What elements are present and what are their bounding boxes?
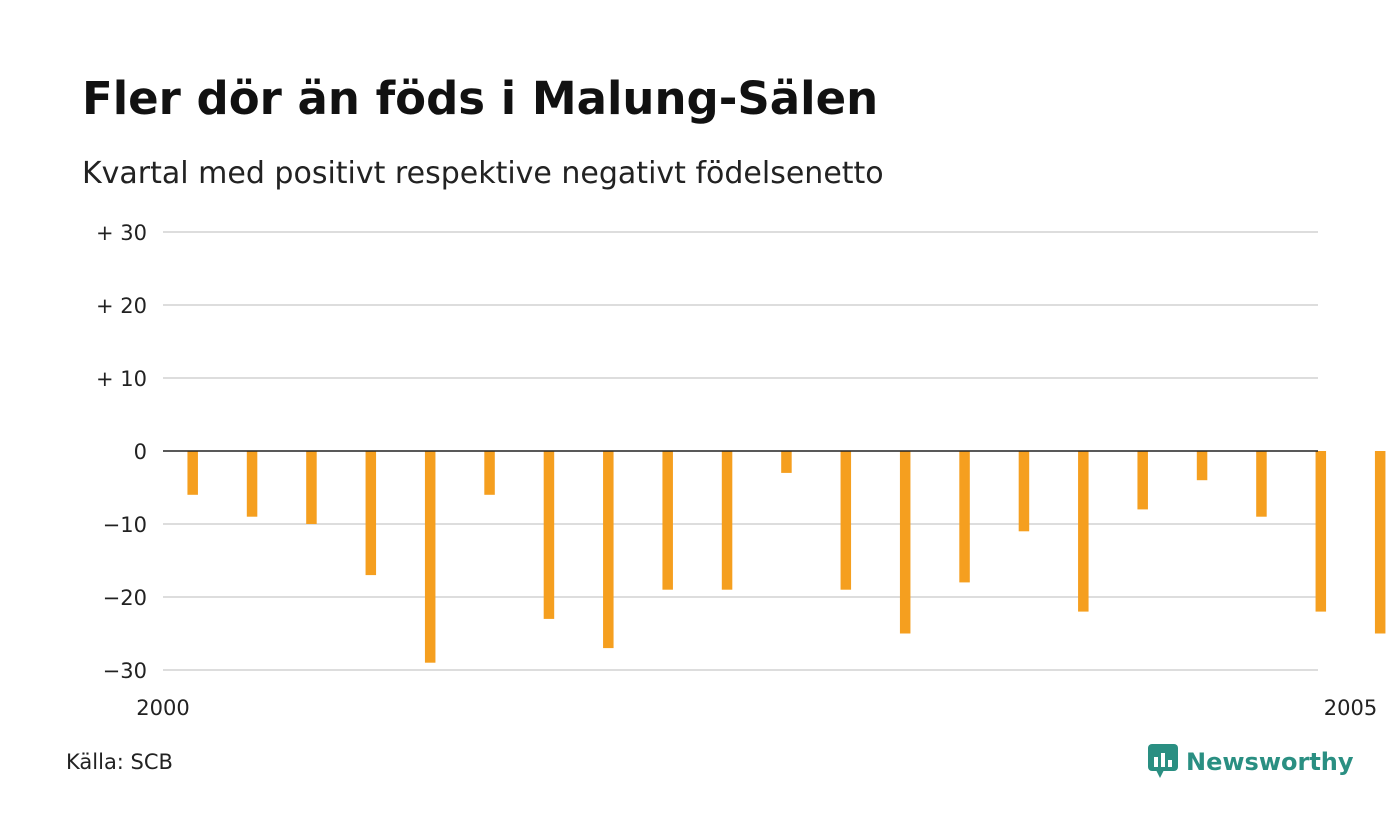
bar-chart-speech-bubble-icon bbox=[1148, 744, 1178, 778]
chart-title: Fler dör än föds i Malung-Sälen bbox=[82, 72, 879, 125]
bar bbox=[781, 451, 792, 473]
x-tick-label: 2005 bbox=[1324, 696, 1377, 720]
bar bbox=[840, 451, 852, 590]
bar bbox=[603, 451, 614, 649]
y-tick-label: + 30 bbox=[96, 221, 147, 245]
bar bbox=[306, 451, 317, 524]
y-tick-label: 0 bbox=[134, 440, 147, 464]
bar bbox=[187, 451, 198, 495]
bar bbox=[1137, 451, 1148, 510]
bar bbox=[484, 451, 495, 495]
y-tick-label: + 20 bbox=[96, 294, 147, 318]
bar bbox=[1018, 451, 1030, 532]
y-tick-label: + 10 bbox=[96, 367, 147, 391]
bar-chart: + 30+ 20+ 100−10−20−30200020052010201520… bbox=[96, 221, 1386, 720]
bar bbox=[1196, 451, 1208, 481]
bar bbox=[662, 451, 673, 590]
y-tick-label: −20 bbox=[103, 586, 147, 610]
y-tick-label: −30 bbox=[103, 659, 147, 683]
bar bbox=[721, 451, 733, 590]
brand-name: Newsworthy bbox=[1186, 748, 1354, 776]
brand-logo: Newsworthy bbox=[1148, 744, 1354, 780]
chart-subtitle: Kvartal med positivt respektive negativt… bbox=[82, 156, 884, 191]
bar bbox=[1256, 451, 1267, 517]
bar bbox=[365, 451, 377, 576]
bar bbox=[899, 451, 911, 634]
x-tick-label: 2000 bbox=[136, 696, 189, 720]
bar bbox=[1315, 451, 1327, 612]
bar bbox=[246, 451, 258, 517]
bar bbox=[959, 451, 970, 583]
bar bbox=[1078, 451, 1089, 612]
bar bbox=[424, 451, 436, 663]
bar bbox=[543, 451, 555, 619]
bar bbox=[1374, 451, 1386, 634]
source-label: Källa: SCB bbox=[66, 750, 173, 774]
y-tick-label: −10 bbox=[103, 513, 147, 537]
